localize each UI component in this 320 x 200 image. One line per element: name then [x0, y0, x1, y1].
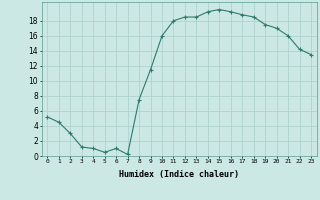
X-axis label: Humidex (Indice chaleur): Humidex (Indice chaleur) — [119, 170, 239, 179]
